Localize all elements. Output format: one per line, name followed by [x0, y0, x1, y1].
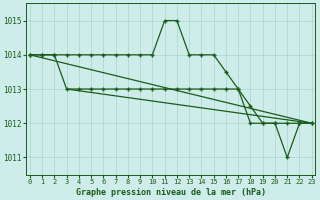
X-axis label: Graphe pression niveau de la mer (hPa): Graphe pression niveau de la mer (hPa)	[76, 188, 266, 197]
